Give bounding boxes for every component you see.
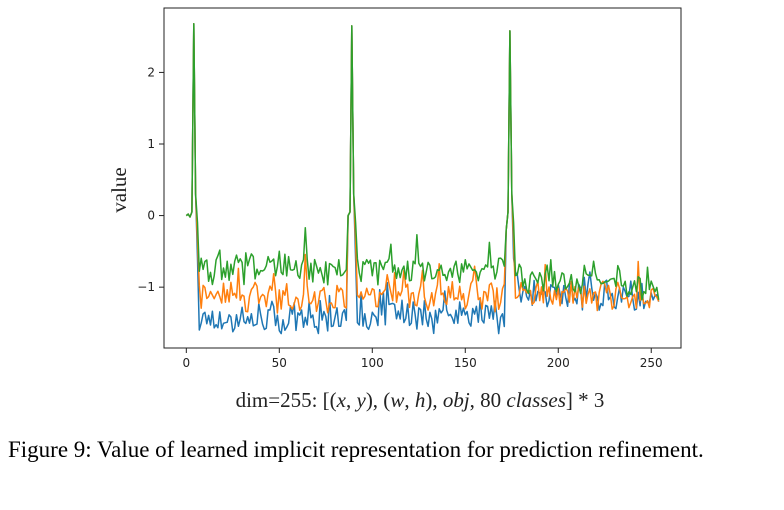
x-axis-label: dim=255: [(x, y), (w, h), obj, 80 classe… — [235, 388, 605, 412]
y-tick-label: 0 — [147, 209, 155, 223]
y-tick-label: −1 — [137, 280, 155, 294]
series-green-line — [185, 22, 660, 301]
x-tick-label: 50 — [272, 356, 287, 370]
line-chart: 0 50 100 150 200 250 −1 0 1 2 value — [107, 7, 682, 370]
y-tick-label: 1 — [147, 137, 155, 151]
x-tick-label: 150 — [454, 356, 477, 370]
figure-caption: Figure 9: Value of learned implicit repr… — [8, 434, 778, 466]
caption-text: Value of learned implicit representation… — [97, 437, 704, 462]
x-tick-label: 250 — [640, 356, 663, 370]
figure-number: Figure 9: — [8, 437, 92, 462]
plot-frame — [163, 7, 682, 349]
y-tick-label: 2 — [147, 65, 155, 79]
x-tick-label: 200 — [547, 356, 570, 370]
x-tick-label: 100 — [361, 356, 384, 370]
series-blue-line — [185, 22, 660, 335]
x-tick-label: 0 — [182, 356, 190, 370]
y-axis-label: value — [107, 167, 131, 212]
